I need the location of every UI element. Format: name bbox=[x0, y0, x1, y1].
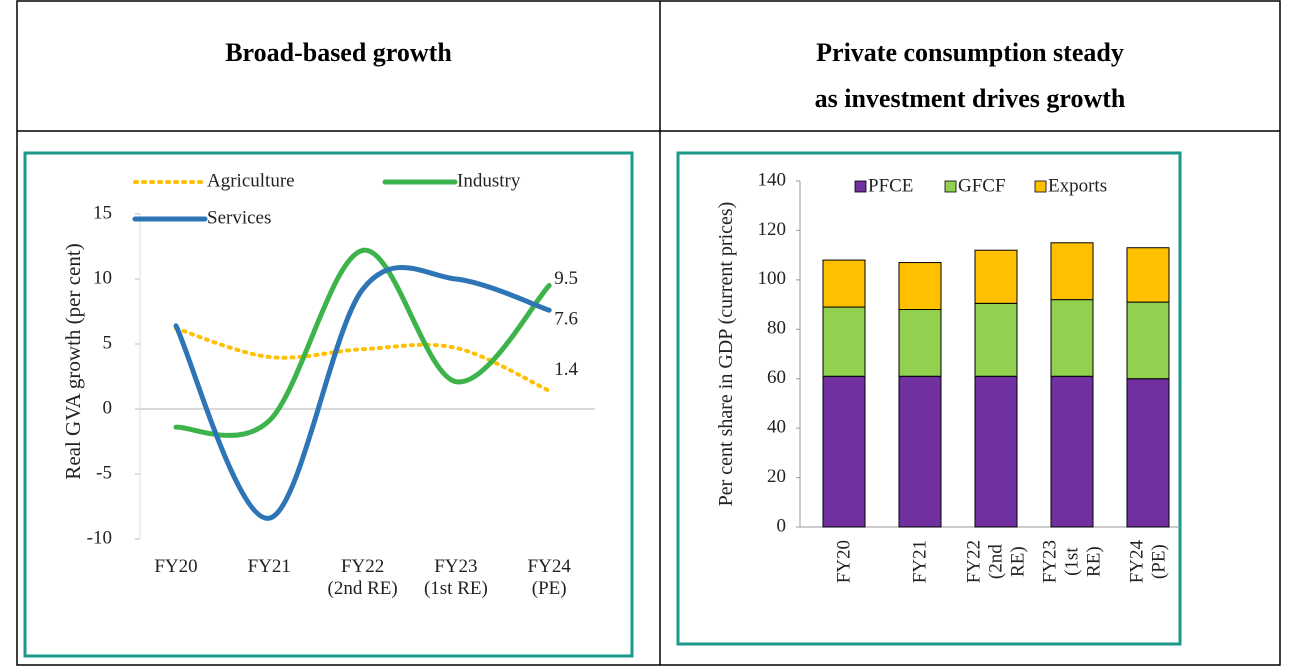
x-tick-label: FY23 (1st RE) bbox=[423, 556, 488, 599]
bar-segment bbox=[898, 309, 942, 377]
legend-label: Exports bbox=[1048, 175, 1107, 196]
x-tick-label: FY20 bbox=[154, 556, 198, 577]
bar-segment bbox=[974, 375, 1018, 528]
y-axis-label: Per cent share in GDP (current prices) bbox=[715, 201, 737, 507]
x-tick-label: FY24 (PE) bbox=[1126, 540, 1169, 584]
legend-swatch bbox=[1034, 180, 1047, 193]
bar-segment bbox=[1050, 299, 1094, 377]
y-tick-label: 120 bbox=[758, 219, 787, 240]
x-tick-label: FY21 bbox=[909, 540, 930, 584]
legend-label: GFCF bbox=[958, 175, 1006, 196]
y-tick-label: 140 bbox=[758, 169, 787, 190]
bar-segment bbox=[1050, 242, 1094, 301]
bar-segment bbox=[822, 259, 866, 308]
legend-label: Agriculture bbox=[207, 170, 295, 191]
legend-swatch bbox=[944, 180, 957, 193]
bar-segment bbox=[822, 375, 866, 528]
chart-frame bbox=[676, 151, 1182, 646]
y-tick-label: 60 bbox=[767, 367, 786, 388]
y-tick-label: -5 bbox=[96, 462, 112, 483]
data-label: 9.5 bbox=[554, 268, 578, 289]
bar-segment bbox=[822, 306, 866, 377]
bar-segment bbox=[898, 262, 942, 311]
y-tick-label: 0 bbox=[777, 515, 787, 536]
x-tick-label: FY22 (2nd RE) bbox=[327, 556, 398, 599]
legend-label: Industry bbox=[457, 170, 521, 191]
data-label: 7.6 bbox=[554, 309, 578, 330]
legend-label: Services bbox=[207, 207, 271, 228]
x-tick-label: FY23 (1st RE) bbox=[1039, 540, 1104, 584]
y-tick-label: 5 bbox=[103, 332, 113, 353]
bar-segment bbox=[1050, 375, 1094, 528]
y-tick-label: 10 bbox=[93, 267, 112, 288]
x-tick-label: FY22 (2nd RE) bbox=[963, 540, 1028, 584]
bar-segment bbox=[1126, 378, 1170, 528]
x-tick-label: FY21 bbox=[247, 556, 291, 577]
table-border bbox=[16, 0, 1281, 666]
bar-segment bbox=[1126, 301, 1170, 380]
legend-swatch bbox=[854, 180, 867, 193]
x-tick-label: FY20 bbox=[833, 540, 854, 584]
y-tick-label: 15 bbox=[93, 202, 112, 223]
data-label: 1.4 bbox=[554, 359, 578, 380]
bar-segment bbox=[974, 302, 1018, 377]
panel-title: Broad-based growth bbox=[225, 38, 452, 67]
legend-label: PFCE bbox=[868, 175, 913, 196]
series-line bbox=[173, 264, 552, 521]
y-tick-label: 100 bbox=[758, 268, 787, 289]
bar-segment bbox=[898, 375, 942, 528]
y-tick-label: -10 bbox=[87, 527, 112, 548]
series-line bbox=[173, 247, 552, 438]
y-tick-label: 20 bbox=[767, 466, 786, 487]
y-axis-label: Real GVA growth (per cent) bbox=[61, 243, 85, 479]
chart-frame bbox=[23, 151, 634, 658]
y-tick-label: 40 bbox=[767, 417, 786, 438]
bar-segment bbox=[974, 249, 1018, 304]
y-tick-label: 80 bbox=[767, 318, 786, 339]
x-tick-label: FY24 (PE) bbox=[527, 556, 571, 599]
bar-segment bbox=[1126, 247, 1170, 303]
panel-title: Private consumption steady as investment… bbox=[814, 38, 1126, 113]
y-tick-label: 0 bbox=[103, 397, 113, 418]
